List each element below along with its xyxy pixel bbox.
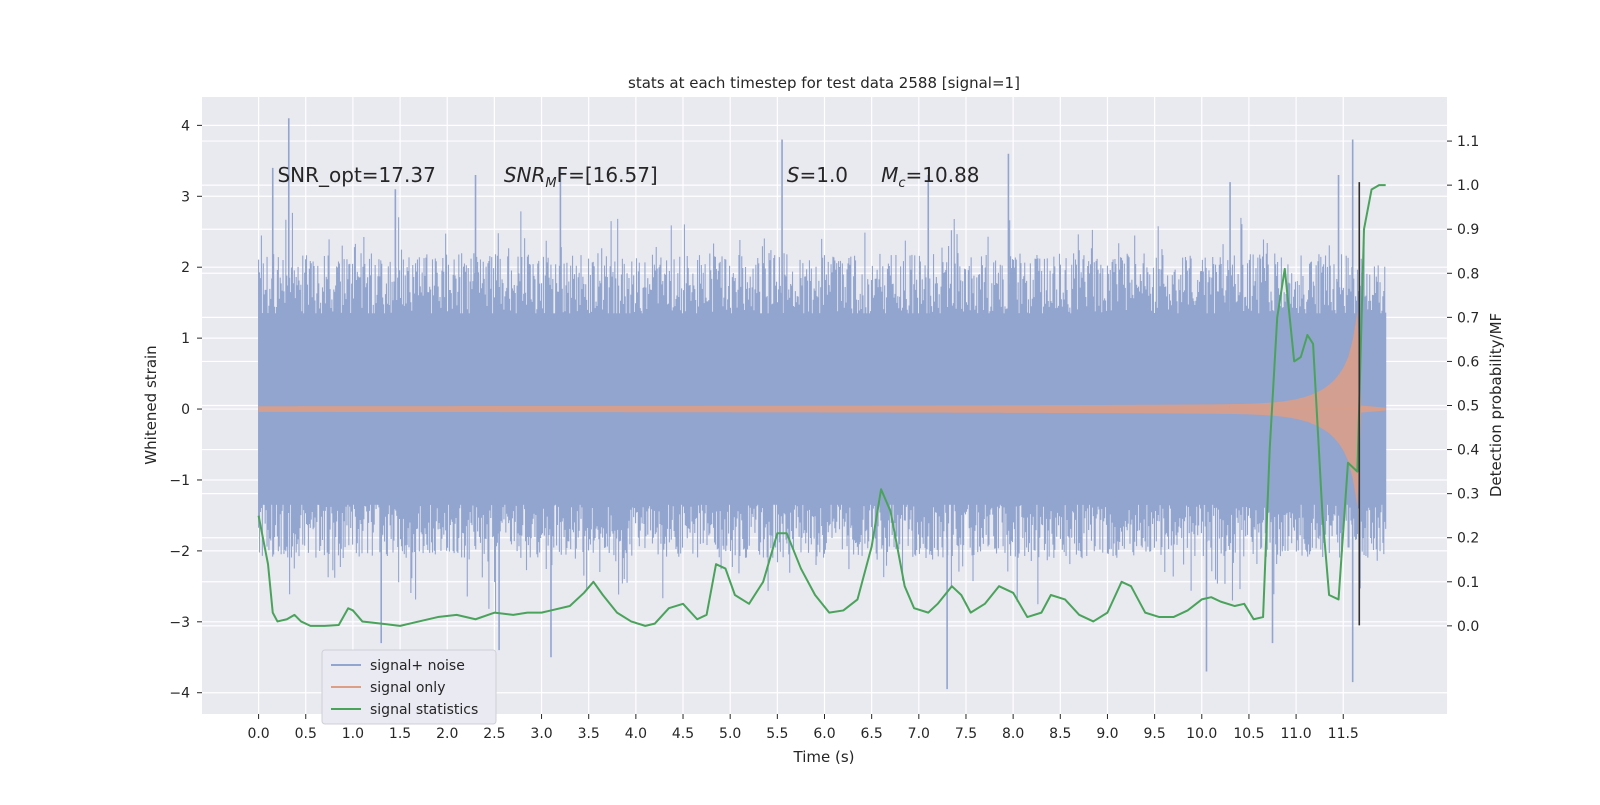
x-tick-label: 7.5 bbox=[955, 726, 977, 742]
annotation-snr-mf: SNRMF=[16.57] bbox=[504, 163, 658, 191]
x-tick-label: 11.0 bbox=[1281, 726, 1312, 742]
x-tick-label: 5.0 bbox=[719, 726, 741, 742]
y-tick-label: 0 bbox=[181, 402, 190, 418]
y2-tick-label: 0.0 bbox=[1457, 619, 1479, 635]
x-tick-label: 4.0 bbox=[625, 726, 647, 742]
x-tick-label: 10.5 bbox=[1233, 726, 1264, 742]
y2-tick-label: 0.9 bbox=[1457, 222, 1479, 238]
x-tick-label: 9.5 bbox=[1143, 726, 1165, 742]
x-tick-label: 6.0 bbox=[813, 726, 835, 742]
x-tick-label: 9.0 bbox=[1096, 726, 1118, 742]
y2-tick-label: 0.5 bbox=[1457, 399, 1479, 415]
legend-label-signal-noise: signal+ noise bbox=[370, 658, 465, 674]
chart-title: stats at each timestep for test data 258… bbox=[628, 74, 1020, 92]
y2-tick-label: 1.0 bbox=[1457, 178, 1479, 194]
annotation-s-value: S=1.0 bbox=[787, 163, 848, 187]
signal-statistics-line bbox=[257, 184, 1386, 627]
x-tick-label: 1.5 bbox=[389, 726, 411, 742]
y-tick-label: −3 bbox=[169, 615, 190, 631]
x-tick-label: 8.5 bbox=[1049, 726, 1071, 742]
x-tick-label: 5.5 bbox=[766, 726, 788, 742]
x-tick-label: 11.5 bbox=[1328, 726, 1359, 742]
y2-tick-label: 0.7 bbox=[1457, 310, 1479, 326]
x-tick-label: 0.5 bbox=[295, 726, 317, 742]
x-tick-label: 3.0 bbox=[530, 726, 552, 742]
y2-tick-label: 0.8 bbox=[1457, 266, 1479, 282]
annotation-snr-opt: SNR_opt=17.37 bbox=[277, 163, 435, 187]
y-tick-label: 2 bbox=[181, 260, 190, 276]
legend-box bbox=[321, 649, 497, 725]
y2-tick-label: 0.4 bbox=[1457, 443, 1479, 459]
y-axis-label: Whitened strain bbox=[142, 345, 160, 464]
legend-label-signal-only: signal only bbox=[370, 680, 445, 696]
annotation-snr-rest: F=[16.57] bbox=[557, 163, 658, 187]
y-tick-label: 1 bbox=[181, 331, 190, 347]
y2-tick-label: 0.1 bbox=[1457, 575, 1479, 591]
x-tick-label: 0.0 bbox=[247, 726, 269, 742]
y2-tick-label: 0.2 bbox=[1457, 531, 1479, 547]
legend-label-signal-statistics: signal statistics bbox=[370, 702, 478, 718]
x-tick-label: 4.5 bbox=[672, 726, 694, 742]
x-tick-label: 6.5 bbox=[861, 726, 883, 742]
y-tick-label: −2 bbox=[169, 544, 190, 560]
annotation-mc-subscript: c bbox=[898, 176, 905, 191]
x-axis-label: Time (s) bbox=[793, 748, 855, 766]
annotations: SNR_opt=17.37 SNRMF=[16.57] S=1.0 Mc=10.88 bbox=[277, 163, 979, 191]
annotation-snr-base: SNR bbox=[504, 163, 546, 187]
annotation-mc-base: M bbox=[881, 163, 898, 187]
y2-tick-label: 0.6 bbox=[1457, 354, 1479, 370]
x-tick-label: 7.0 bbox=[908, 726, 930, 742]
legend: signal+ noise signal only signal statist… bbox=[321, 649, 497, 725]
y2-tick-label: 0.3 bbox=[1457, 487, 1479, 503]
annotation-mc-rest: =10.88 bbox=[906, 163, 980, 187]
signal-statistics-series bbox=[257, 184, 1386, 627]
x-tick-label: 2.0 bbox=[436, 726, 458, 742]
y-tick-label: −4 bbox=[169, 686, 190, 702]
x-tick-label: 8.0 bbox=[1002, 726, 1024, 742]
annotation-mc-value: Mc=10.88 bbox=[881, 163, 979, 191]
y2-tick-label: 1.1 bbox=[1457, 134, 1479, 150]
x-tick-label: 1.0 bbox=[342, 726, 364, 742]
signal-only-series bbox=[258, 311, 1386, 507]
y-tick-label: 4 bbox=[181, 118, 190, 134]
annotation-s-base: S bbox=[787, 163, 800, 187]
signal-noise-peaks bbox=[271, 118, 1354, 690]
tick-labels: 0.0 0.5 1.0 1.5 2.0 2.5 3.0 3.5 4.0 4.5 5.0 5.5 6.0 6… bbox=[169, 118, 1479, 742]
y-tick-label: −1 bbox=[169, 473, 190, 489]
annotation-snr-subscript: M bbox=[545, 176, 556, 191]
y2-axis-label: Detection probability/MF bbox=[1487, 313, 1505, 497]
annotation-s-rest: =1.0 bbox=[799, 163, 848, 187]
x-tick-label: 2.5 bbox=[483, 726, 505, 742]
y-tick-label: 3 bbox=[181, 189, 190, 205]
x-tick-label: 3.5 bbox=[578, 726, 600, 742]
x-tick-label: 10.0 bbox=[1186, 726, 1217, 742]
